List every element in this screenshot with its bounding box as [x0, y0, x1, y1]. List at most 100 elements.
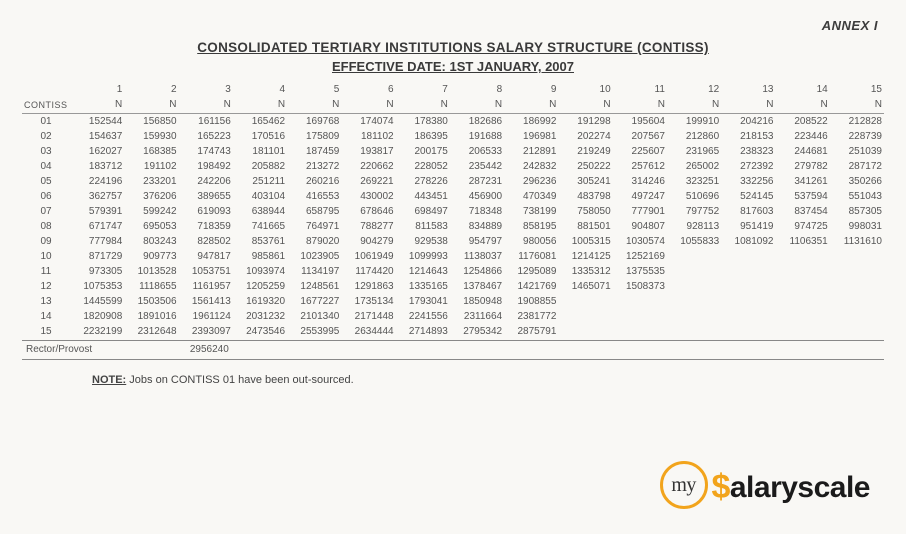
table-cell-value: 202274: [558, 129, 612, 144]
table-cell-value: 198492: [179, 159, 233, 174]
table-cell-value: 1378467: [450, 279, 504, 294]
table-cell-value: [558, 294, 612, 309]
table-cell-value: 2311664: [450, 309, 504, 324]
table-cell-value: 1138037: [450, 249, 504, 264]
table-cell-value: 638944: [233, 204, 287, 219]
table-cell-value: 186395: [396, 129, 450, 144]
table-cell-value: 1619320: [233, 294, 287, 309]
table-cell-value: 2381772: [504, 309, 558, 324]
table-cell-value: 871729: [70, 249, 124, 264]
table-cell-value: 2473546: [233, 324, 287, 341]
table-cell-value: 951419: [721, 219, 775, 234]
table-cell-value: 1214643: [396, 264, 450, 279]
table-cell-value: 1023905: [287, 249, 341, 264]
table-cell-value: 1961124: [179, 309, 233, 324]
table-cell-value: 269221: [341, 174, 395, 189]
table-cell-value: 212891: [504, 144, 558, 159]
table-cell-value: 904279: [341, 234, 395, 249]
table-cell-value: 341261: [775, 174, 829, 189]
table-cell-value: 1254866: [450, 264, 504, 279]
logo-badge-text: my: [671, 474, 696, 497]
table-cell-level: 08: [22, 219, 70, 234]
table-cell-value: 1075353: [70, 279, 124, 294]
table-cell-value: 788277: [341, 219, 395, 234]
table-cell-value: 314246: [613, 174, 667, 189]
table-cell-value: 1053751: [179, 264, 233, 279]
table-cell-value: 183712: [70, 159, 124, 174]
table-cell-value: 1099993: [396, 249, 450, 264]
table-cell-value: [667, 279, 721, 294]
table-cell-value: 350266: [830, 174, 884, 189]
table-cell-value: [667, 264, 721, 279]
table-header-unit: N: [721, 97, 775, 114]
table-cell-value: 218153: [721, 129, 775, 144]
table-header-unit: N: [124, 97, 178, 114]
table-cell-value: 1061949: [341, 249, 395, 264]
table-header-unit: N: [613, 97, 667, 114]
table-cell-value: 718359: [179, 219, 233, 234]
table-header-step: 10: [558, 82, 612, 97]
table-cell-value: 1291863: [341, 279, 395, 294]
table-cell-value: [775, 294, 829, 309]
table-cell-value: [721, 264, 775, 279]
table-cell-level: 14: [22, 309, 70, 324]
table-cell-value: 168385: [124, 144, 178, 159]
table-cell-value: 152544: [70, 114, 124, 130]
table-row: 0867174769505371835974166576497178827781…: [22, 219, 884, 234]
table-cell-value: 191298: [558, 114, 612, 130]
table-cell-value: 1561413: [179, 294, 233, 309]
table-cell-value: 1131610: [830, 234, 884, 249]
table-cell-level: 09: [22, 234, 70, 249]
table-header-step: 4: [233, 82, 287, 97]
table-cell-value: 162027: [70, 144, 124, 159]
table-cell-value: 251039: [830, 144, 884, 159]
table-cell-value: 929538: [396, 234, 450, 249]
table-cell-value: 204216: [721, 114, 775, 130]
table-cell-value: 156850: [124, 114, 178, 130]
table-cell-level: 13: [22, 294, 70, 309]
title-line-2: EFFECTIVE DATE: 1ST JANUARY, 2007: [332, 59, 574, 74]
table-cell-value: 1055833: [667, 234, 721, 249]
table-cell-value: 235442: [450, 159, 504, 174]
table-cell-value: [667, 249, 721, 264]
table-cell-level: 11: [22, 264, 70, 279]
table-header-step: 15: [830, 82, 884, 97]
table-cell-value: 182686: [450, 114, 504, 130]
table-cell-value: 1013528: [124, 264, 178, 279]
table-cell-value: 738199: [504, 204, 558, 219]
table-row: 1314455991503506156141316193201677227173…: [22, 294, 884, 309]
table-header-step: 8: [450, 82, 504, 97]
table-cell-value: 658795: [287, 204, 341, 219]
table-cell-value: 250222: [558, 159, 612, 174]
table-row: 1522321992312648239309724735462553995263…: [22, 324, 884, 341]
table-cell-value: 1030574: [613, 234, 667, 249]
table-cell-value: 169768: [287, 114, 341, 130]
table-cell-value: 170516: [233, 129, 287, 144]
table-cell-value: 205882: [233, 159, 287, 174]
table-cell-value: 165462: [233, 114, 287, 130]
table-cell-value: 416553: [287, 189, 341, 204]
table-header-step: 13: [721, 82, 775, 97]
table-cell-value: 231965: [667, 144, 721, 159]
table-cell-value: 928113: [667, 219, 721, 234]
table-cell-value: 242832: [504, 159, 558, 174]
table-row: 0215463715993016522317051617580918110218…: [22, 129, 884, 144]
table-cell-value: 213272: [287, 159, 341, 174]
table-cell-value: 470349: [504, 189, 558, 204]
table-row: 1087172990977394781798586110239051061949…: [22, 249, 884, 264]
table-cell-value: 220662: [341, 159, 395, 174]
table-cell-value: 443451: [396, 189, 450, 204]
table-cell-value: 2101340: [287, 309, 341, 324]
table-cell-value: 207567: [613, 129, 667, 144]
table-cell-value: 1214125: [558, 249, 612, 264]
table-cell-value: 2031232: [233, 309, 287, 324]
table-cell-value: 186992: [504, 114, 558, 130]
annex-label: ANNEX I: [22, 18, 884, 33]
table-cell-value: 678646: [341, 204, 395, 219]
table-cell-value: 2875791: [504, 324, 558, 341]
table-header-units: CONTISSNNNNNNNNNNNNNNN: [22, 97, 884, 114]
table-cell-value: 178380: [396, 114, 450, 130]
table-header-unit: N: [558, 97, 612, 114]
table-header-step: 1: [70, 82, 124, 97]
table-cell-value: 1375535: [613, 264, 667, 279]
